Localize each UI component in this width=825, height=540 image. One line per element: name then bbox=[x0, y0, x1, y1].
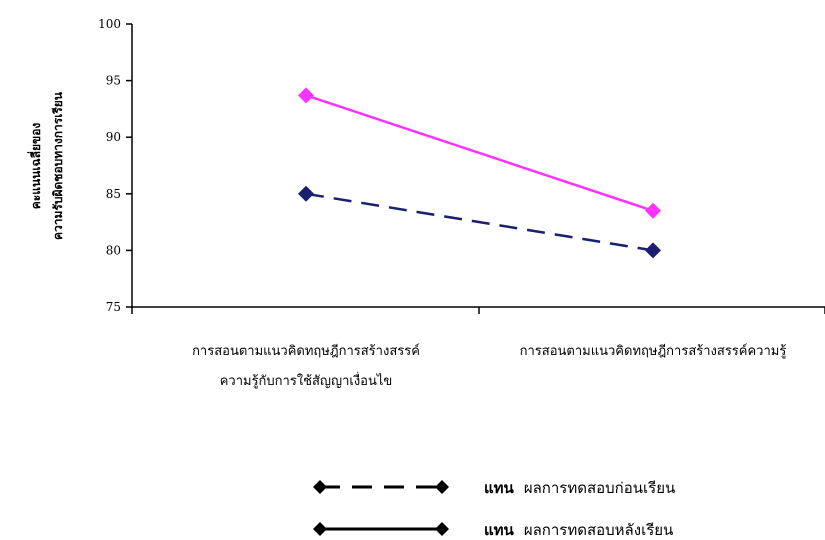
y-tick-label: 90 bbox=[106, 130, 121, 144]
y-axis-label-line: ความรับผิดชอบทางการเรียน bbox=[51, 91, 65, 240]
y-tick-label: 85 bbox=[106, 187, 121, 201]
data-point-marker bbox=[298, 87, 314, 104]
legend-label: แทน ผลการทดสอบหลังเรียน bbox=[484, 521, 673, 539]
y-tick-label: 80 bbox=[106, 243, 121, 257]
data-point-marker bbox=[645, 242, 661, 259]
y-tick-label: 95 bbox=[106, 74, 121, 88]
data-point-marker bbox=[645, 202, 661, 219]
y-axis-label-line: คะแนนเฉลี่ยของ bbox=[27, 123, 43, 210]
legend-swatch-marker bbox=[435, 522, 449, 536]
series-layer bbox=[298, 87, 661, 259]
x-category-label: ความรู้กับการใช้สัญญาเงื่อนไข bbox=[220, 372, 393, 389]
axes bbox=[131, 24, 825, 314]
legend-swatch-marker bbox=[313, 480, 327, 494]
series-2 bbox=[298, 87, 661, 219]
y-ticks: 75 80 85 90 95 100 bbox=[98, 17, 132, 314]
series-line bbox=[305, 192, 654, 252]
x-category-label: การสอนตามแนวคิดทฤษฎีการสร้างสรรค์ความรู้ bbox=[520, 343, 787, 359]
data-point-marker bbox=[298, 185, 314, 202]
legend-swatch-marker bbox=[313, 522, 327, 536]
x-category-label: การสอนตามแนวคิดทฤษฎีการสร้างสรรค์ bbox=[192, 343, 420, 359]
series-1 bbox=[298, 185, 661, 259]
series-line bbox=[305, 94, 654, 212]
legend-swatch-marker bbox=[435, 480, 449, 494]
legend-label: แทน ผลการทดสอบก่อนเรียน bbox=[484, 479, 675, 497]
y-axis-label: คะแนนเฉลี่ยของ ความรับผิดชอบทางการเรียน bbox=[27, 91, 65, 240]
legend-item: แทน ผลการทดสอบหลังเรียน bbox=[313, 521, 673, 539]
y-tick-label: 75 bbox=[106, 300, 121, 314]
y-tick-label: 100 bbox=[98, 17, 121, 31]
legend-item: แทน ผลการทดสอบก่อนเรียน bbox=[313, 479, 675, 497]
x-categories: การสอนตามแนวคิดทฤษฎีการสร้างสรรค์ความรู้… bbox=[192, 343, 786, 389]
